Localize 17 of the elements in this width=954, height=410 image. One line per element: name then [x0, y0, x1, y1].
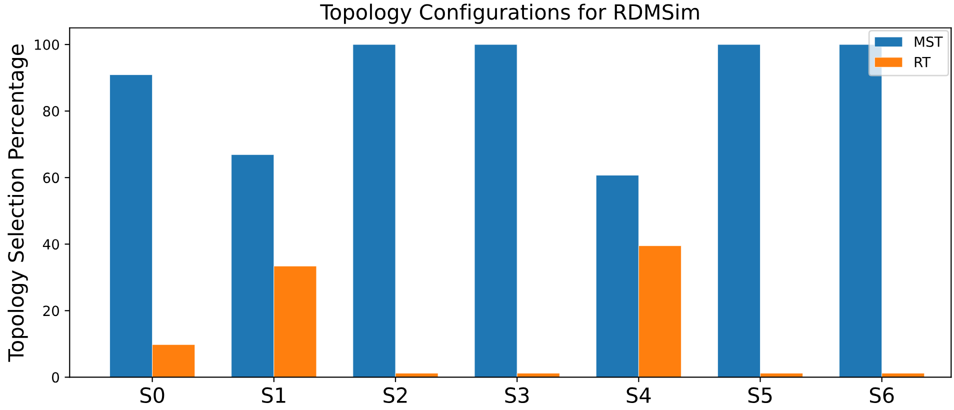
y-tick-label: 80 — [43, 106, 59, 117]
x-tick-label: S0 — [140, 387, 164, 404]
chart-title: Topology Configurations for RDMSim — [320, 4, 699, 24]
x-tick-label: S5 — [748, 387, 772, 404]
x-tick-label: S6 — [870, 387, 894, 404]
y-tick-label: 100 — [34, 39, 59, 50]
x-tick-label: S3 — [505, 387, 529, 404]
x-tick-label: S2 — [384, 387, 407, 404]
y-tick-label: 0 — [52, 372, 59, 383]
x-tick-label: S1 — [262, 387, 286, 404]
y-tick-label: 20 — [43, 306, 59, 316]
legend-label: MST — [914, 36, 943, 47]
x-tick-label: S4 — [626, 387, 651, 404]
legend-label: RT — [914, 57, 931, 68]
y-tick-label: 40 — [42, 239, 59, 250]
y-tick-label: 60 — [43, 172, 59, 184]
y-axis-title: Topology Selection Percentage — [8, 44, 28, 362]
